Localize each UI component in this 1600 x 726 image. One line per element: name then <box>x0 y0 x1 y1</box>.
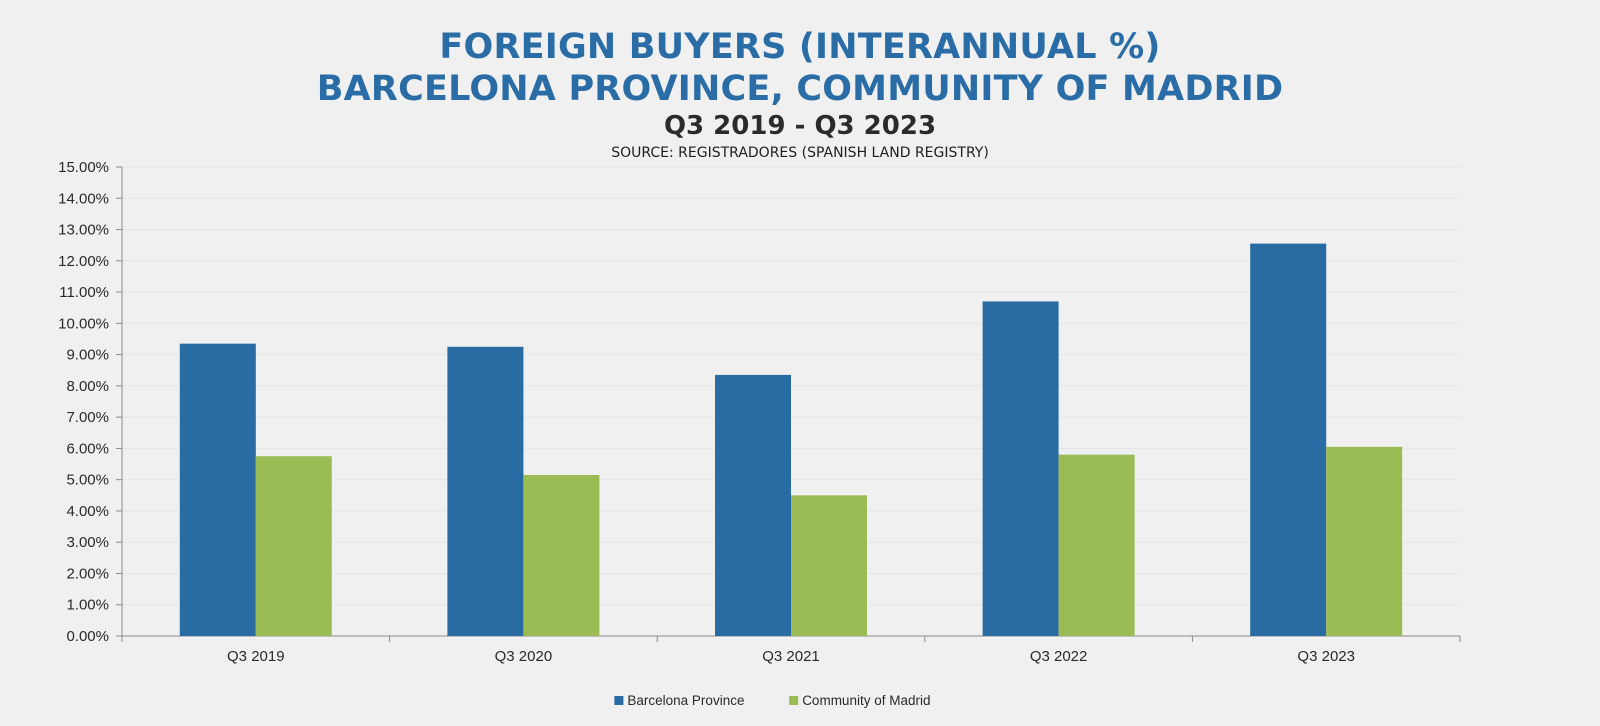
bar-barcelona-province <box>447 346 524 636</box>
bar-barcelona-province <box>982 301 1059 636</box>
y-tick-label: 14.00% <box>58 190 109 207</box>
bar-community-of-madrid <box>791 495 867 636</box>
y-tick-label: 4.00% <box>66 503 109 520</box>
legend-swatch <box>614 696 624 705</box>
y-tick-label: 8.00% <box>66 378 109 395</box>
y-tick-label: 6.00% <box>66 440 109 457</box>
chart-source: SOURCE: REGISTRADORES (SPANISH LAND REGI… <box>611 145 989 161</box>
legend-label: Barcelona Province <box>627 693 744 708</box>
y-tick-label: 3.00% <box>66 534 109 551</box>
x-tick-label: Q3 2022 <box>1030 648 1088 665</box>
y-tick-label: 9.00% <box>66 347 109 364</box>
legend: Barcelona Province Community of Madrid <box>614 693 930 708</box>
x-tick-label: Q3 2019 <box>227 648 285 665</box>
y-tick-label: 0.00% <box>66 628 109 645</box>
y-tick-label: 5.00% <box>66 472 109 489</box>
x-tick-label: Q3 2021 <box>762 648 820 665</box>
chart-title-line2: BARCELONA PROVINCE, COMMUNITY OF MADRID <box>316 69 1284 109</box>
bar-community-of-madrid <box>1058 454 1135 636</box>
x-tick-label: Q3 2020 <box>495 648 553 665</box>
bars <box>179 243 1403 636</box>
bar-community-of-madrid <box>523 474 600 636</box>
y-tick-label: 7.00% <box>66 409 109 426</box>
bar-barcelona-province <box>1250 243 1327 636</box>
y-tick-label: 1.00% <box>66 597 109 614</box>
x-tick-label: Q3 2023 <box>1297 648 1355 665</box>
bar-barcelona-province <box>179 343 256 636</box>
chart-titles: FOREIGN BUYERS (INTERANNUAL %) BARCELONA… <box>0 26 1600 162</box>
y-tick-label: 12.00% <box>58 253 109 270</box>
chart-subtitle: Q3 2019 - Q3 2023 <box>663 111 937 141</box>
y-tick-label: 10.00% <box>58 315 109 332</box>
chart-title: FOREIGN BUYERS (INTERANNUAL %) <box>439 27 1161 67</box>
bar-community-of-madrid <box>1326 446 1403 636</box>
legend-label: Community of Madrid <box>802 693 930 708</box>
bar-community-of-madrid <box>255 456 332 636</box>
tick-labels: 0.00% 1.00% 2.00% 3.00% 4.00% 5.00% 6.00% 7.00%… <box>58 159 1355 665</box>
y-tick-label: 11.00% <box>59 284 109 301</box>
y-tick-label: 15.00% <box>58 159 109 176</box>
legend-swatch <box>789 696 799 705</box>
y-tick-label: 2.00% <box>66 565 109 582</box>
bar-barcelona-province <box>715 374 791 636</box>
y-tick-label: 13.00% <box>58 222 109 239</box>
